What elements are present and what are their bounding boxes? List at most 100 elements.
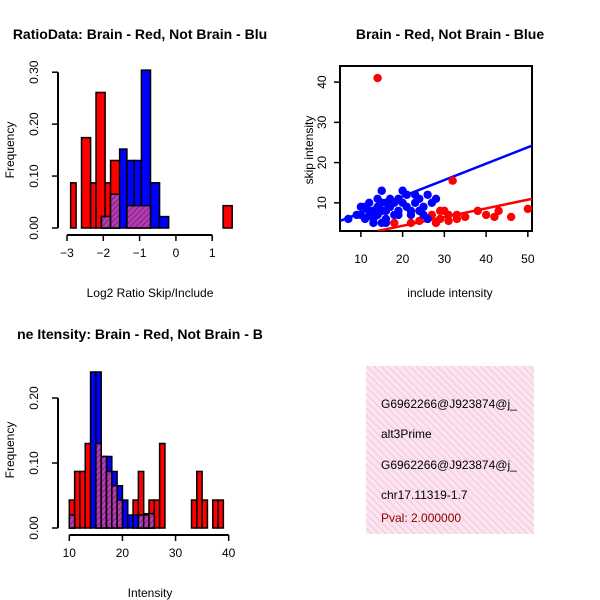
hist-bar-overlap (68, 514, 76, 529)
hist-bar-not-brain (158, 215, 170, 229)
intensity-histogram-title: ne Itensity: Brain - Red, Not Brain - B (17, 326, 263, 342)
hist-bar-brain (190, 499, 198, 529)
scatter-ylabel: skip intensity (302, 116, 316, 185)
hist-bar-overlap (105, 470, 113, 529)
point-brain (444, 216, 453, 226)
y-tick-label: 10 (315, 196, 329, 210)
info-line-3: G6962266@J923874@j_ (381, 458, 517, 472)
point-not-brain (356, 202, 366, 212)
x-tick-label: 30 (169, 546, 183, 560)
point-brain (406, 218, 416, 228)
info-pval: Pval: 2.000000 (381, 511, 461, 525)
hist-bar-overlap (116, 499, 124, 529)
hist-bar-brain (89, 182, 97, 229)
point-not-brain (423, 190, 432, 199)
point-brain (506, 212, 516, 222)
y-tick-label: 0.30 (27, 60, 41, 84)
hist-bar-brain (196, 470, 203, 529)
x-tick-label: 10 (354, 252, 368, 266)
point-not-brain (415, 194, 424, 204)
point-brain (444, 210, 453, 220)
hist-bar-brain (69, 182, 77, 229)
point-brain (452, 214, 462, 224)
hist-bar-brain (217, 499, 225, 529)
x-tick-label: 30 (438, 252, 452, 266)
y-tick-label: 40 (315, 75, 329, 89)
point-brain (431, 218, 441, 228)
y-tick-label: 0.00 (27, 516, 41, 540)
x-tick-label: 40 (479, 252, 493, 266)
y-tick-label: 0.10 (27, 164, 41, 188)
point-brain (373, 73, 382, 83)
intensity-histogram: ne Itensity: Brain - Red, Not Brain - B … (3, 326, 263, 600)
hist-bar-brain (222, 204, 233, 229)
hist-bar-overlap (148, 512, 156, 529)
hist-bar-overlap (137, 514, 145, 529)
point-not-brain (360, 214, 370, 224)
hist-bar-overlap (95, 442, 102, 529)
point-brain (523, 204, 532, 214)
y-tick-label: 0.10 (27, 451, 41, 475)
x-tick-label: −2 (96, 246, 110, 260)
hist-bar-not-brain (118, 148, 128, 229)
point-not-brain (373, 194, 382, 204)
scatter-title: Brain - Red, Not Brain - Blue (356, 26, 544, 42)
hist-bar-brain (201, 499, 209, 529)
y-tick-label: 20 (315, 156, 329, 170)
point-brain (494, 206, 503, 216)
hist-bar-overlap (126, 204, 152, 229)
x-tick-label: 20 (396, 252, 410, 266)
hist-bar-not-brain (89, 371, 97, 529)
point-not-brain (406, 206, 416, 216)
hist-bar-not-brain (121, 499, 129, 529)
hist-bar-overlap (100, 455, 108, 529)
hist-bar-brain (84, 442, 92, 529)
point-not-brain (402, 190, 411, 199)
scatter-xlabel: include intensity (407, 286, 492, 300)
point-not-brain (431, 194, 441, 204)
x-tick-label: 40 (222, 546, 236, 560)
hist-bar-overlap (111, 485, 118, 529)
hist-bar-not-brain (132, 514, 140, 529)
y-tick-label: 0.20 (27, 112, 41, 136)
x-tick-label: 20 (116, 546, 130, 560)
intensity-scatter: Brain - Red, Not Brain - Blue include in… (302, 26, 544, 300)
hist-bar-brain (73, 470, 81, 529)
y-tick-label: 0.00 (27, 216, 41, 240)
x-tick-label: 10 (63, 546, 77, 560)
hist-bar-brain (158, 442, 166, 529)
point-not-brain (365, 198, 374, 208)
intensity-histogram-ylabel: Frequency (3, 422, 17, 479)
point-brain (473, 206, 482, 216)
info-box: G6962266@J923874@j_ alt3Prime G6962266@J… (366, 366, 534, 534)
scatter-frame (339, 65, 533, 232)
point-brain (415, 216, 424, 226)
hist-bar-overlap (100, 215, 112, 229)
hist-bar-overlap (109, 193, 121, 229)
hist-bar-brain (79, 470, 86, 529)
point-brain (390, 218, 399, 228)
point-not-brain (394, 210, 403, 220)
point-not-brain (344, 214, 353, 224)
ratio-histogram: RatioData: Brain - Red, Not Brain - Blu … (3, 26, 267, 300)
intensity-histogram-xlabel: Intensity (128, 586, 173, 600)
y-tick-label: 30 (315, 115, 329, 129)
x-tick-label: 0 (173, 246, 180, 260)
point-not-brain (419, 202, 428, 212)
info-box-background (366, 366, 534, 534)
x-tick-label: −3 (60, 246, 74, 260)
ratio-histogram-xlabel: Log2 Ratio Skip/Include (87, 286, 214, 300)
point-brain (490, 212, 499, 222)
point-not-brain (369, 218, 378, 228)
point-brain (448, 176, 457, 185)
hist-bar-not-brain (127, 514, 134, 529)
point-brain (481, 210, 491, 220)
hist-bar-not-brain (140, 69, 152, 229)
point-brain (461, 212, 470, 222)
hist-bar-overlap (142, 514, 150, 529)
point-not-brain (377, 186, 386, 195)
point-brain (435, 206, 445, 216)
hist-bar-brain (153, 499, 161, 529)
